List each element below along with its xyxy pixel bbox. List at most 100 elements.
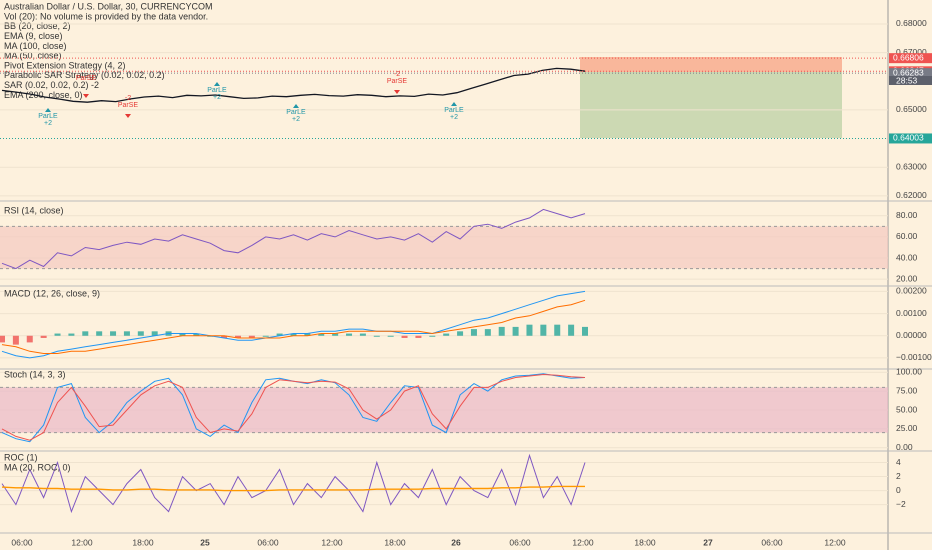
signal-arrow [125,114,131,118]
histogram-bar [304,333,311,336]
histogram-bar [512,326,519,336]
histogram-bar [193,333,200,336]
signal-label: +2 [292,116,300,123]
histogram-bar [373,335,380,337]
y-tick-label: 0.68000 [896,18,927,28]
x-tick-label: 18:00 [132,537,154,547]
price-tag-label: 0.66283 [893,67,924,77]
y-tick-label: 0 [896,485,901,495]
risk-zone [580,57,842,72]
histogram-bar [151,331,158,336]
x-tick-label: 25 [200,537,210,547]
legend-item: SAR (0.02, 0.02, 0.2) -2 [4,80,99,90]
histogram-bar [0,335,5,343]
histogram-bar [26,335,33,343]
pane-title: MACD (12, 26, close, 9) [4,288,100,298]
y-tick-label: 75.00 [896,385,918,395]
histogram-bar [484,329,491,336]
signal-arrow [214,82,220,86]
histogram-bar [137,331,144,336]
signal-arrow [394,90,400,94]
signal-arrow [83,94,89,98]
price-tag [889,53,932,64]
x-tick-label: 06:00 [761,537,783,547]
x-tick-label: 06:00 [257,537,279,547]
price-tag [889,68,932,79]
histogram-bar [318,333,325,336]
x-tick-label: 18:00 [384,537,406,547]
pane-title: MA (20, ROC, 0) [4,462,71,472]
histogram-bar [123,331,130,336]
histogram-bar [443,333,450,336]
y-tick-label: 0.00 [896,442,913,452]
chart-title: Australian Dollar / U.S. Dollar, 30, CUR… [4,1,213,11]
x-tick-label: 12:00 [572,537,594,547]
x-tick-label: 18:00 [634,537,656,547]
roc-line [1,453,586,514]
signal-label: ParLE [207,87,227,94]
pane-title: ROC (1) [4,452,38,462]
histogram-bar [540,324,547,336]
histogram-bar [526,324,533,336]
signal-arrow [45,108,51,112]
histogram-bar [262,335,269,337]
histogram-bar [401,335,408,338]
y-tick-label: 0.00200 [896,286,927,296]
signal-label: +2 [450,114,458,121]
x-tick-label: 12:00 [71,537,93,547]
y-tick-label: 100.00 [896,367,922,377]
signal-label: ParLE [286,109,306,116]
x-tick-label: 06:00 [11,537,33,547]
histogram-bar [221,335,228,338]
histogram-bar [470,329,477,336]
legend-item: Pivot Extension Strategy (4, 2) [4,60,126,70]
x-tick-label: 27 [703,537,713,547]
histogram-bar [415,335,422,338]
signal-label: ParSE [76,75,97,82]
countdown-bg [889,76,932,85]
histogram-bar [582,326,588,336]
y-tick-label: −2 [896,499,906,509]
signal-line [1,299,586,354]
legend-item: Vol (20): No volume is provided by the d… [4,11,208,21]
signal-label: ParLE [38,113,58,120]
y-tick-label: 80.00 [896,210,918,220]
histogram-bar [40,335,47,338]
histogram-bar [82,331,89,336]
close-line [1,67,586,103]
signal-arrow [451,102,457,106]
histogram-bar [568,324,575,336]
y-tick-label: 0.65000 [896,104,927,114]
histogram-bar [429,335,436,337]
y-tick-label: 0.00100 [896,308,927,318]
price-tag-label: 0.66806 [893,52,924,62]
signal-label: ParLE [444,107,464,114]
reward-zone [580,72,842,138]
legend-item: EMA (9, close) [4,31,63,41]
histogram-bar [276,333,283,336]
values-line [1,208,586,270]
d-line [1,373,586,441]
histogram-bar [234,335,241,338]
signal-label: ParSE [387,78,408,85]
y-tick-label: 0.62000 [896,190,927,200]
legend-item: MA (100, close) [4,41,67,51]
signal-label: ParSE [118,102,139,109]
pane-title: Stoch (14, 3, 3) [4,369,66,379]
histogram-bar [346,333,353,336]
legend-item: EMA (200, close, 0) [4,90,83,100]
signal-arrow [293,104,299,108]
x-tick-label: 06:00 [509,537,531,547]
histogram-bar [96,331,103,336]
histogram-bar [498,326,505,336]
legend-item: Parabolic SAR Strategy (0.02, 0.02, 0.2) [4,70,165,80]
legend-item: BB (20, close, 2) [4,21,71,31]
y-tick-label: 60.00 [896,231,918,241]
y-tick-label: 0.63000 [896,161,927,171]
histogram-bar [54,333,61,336]
y-tick-label: 40.00 [896,252,918,262]
histogram-bar [387,335,394,337]
y-tick-label: −0.00100 [896,352,932,362]
y-tick-label: 0.00000 [896,330,927,340]
histogram-bar [110,331,117,336]
